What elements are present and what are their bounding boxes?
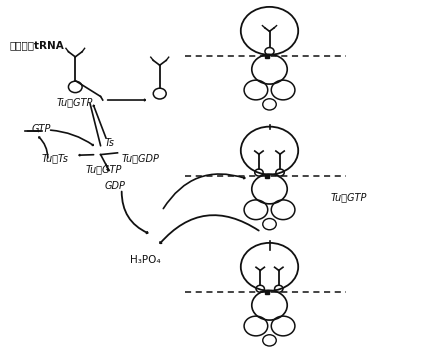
Text: Tu－GTP: Tu－GTP — [331, 192, 367, 202]
Text: Tu－GDP: Tu－GDP — [122, 153, 160, 163]
Text: Tu－GTP: Tu－GTP — [86, 164, 122, 174]
Text: GTP: GTP — [32, 124, 51, 134]
Text: Tu－Ts: Tu－Ts — [42, 153, 68, 163]
Text: GDP: GDP — [105, 181, 126, 191]
Text: 氨基酰－tRNA: 氨基酰－tRNA — [10, 40, 65, 50]
Text: Tu－GTP: Tu－GTP — [56, 97, 93, 107]
Text: Ts: Ts — [105, 138, 115, 148]
Text: H₃PO₄: H₃PO₄ — [130, 255, 161, 265]
